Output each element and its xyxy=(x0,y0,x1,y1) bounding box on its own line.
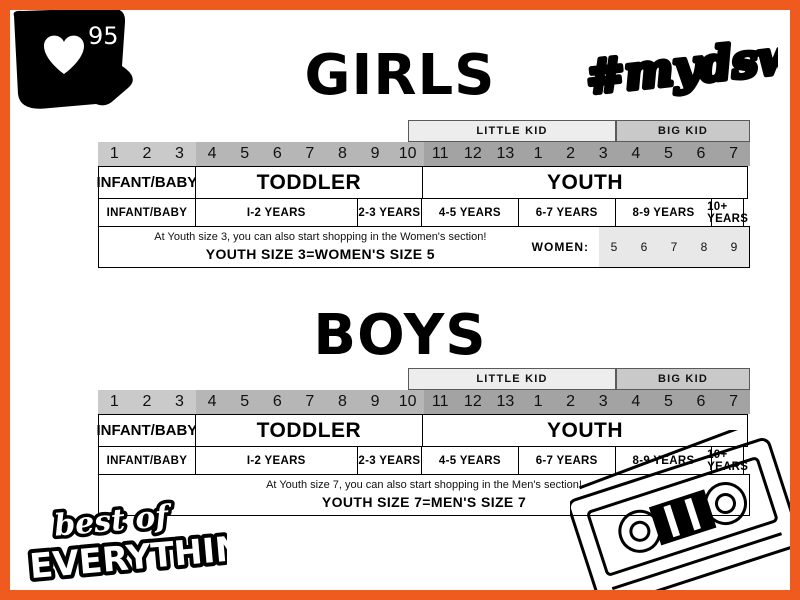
best-of-everything-logo: best of best of EVERYTHING EVERYTHING xyxy=(22,488,277,590)
boys-note-line2: YOUTH SIZE 7=MEN'S SIZE 7 xyxy=(321,493,527,510)
size-cell: 12 xyxy=(456,390,490,414)
size-cell: 3 xyxy=(163,142,196,166)
cassette-tape-icon xyxy=(567,423,790,590)
size-cell: 6 xyxy=(260,390,294,414)
size-cell: 11 xyxy=(423,390,457,414)
size-cell: 2 xyxy=(554,142,587,166)
girls-age-row: INFANT/BABY I-2 YEARS 2-3 YEARS 4-5 YEARS 6-… xyxy=(98,198,750,227)
size-cell: 4 xyxy=(619,390,653,414)
age-cell: INFANT/BABY xyxy=(98,446,196,475)
girls-note-row: At Youth size 3, you can also start shop… xyxy=(98,226,750,268)
infographic-canvas: 95 #mydsw #mydsw GIRLS LITTLE KID BIG KI… xyxy=(10,10,790,590)
size-cell: 5 xyxy=(228,142,261,166)
size-cell: 5 xyxy=(652,142,685,166)
size-cell: 7 xyxy=(717,390,750,414)
size-cell: 7 xyxy=(293,390,327,414)
girls-note-line2: YOUTH SIZE 3=WOMEN'S SIZE 5 xyxy=(205,245,435,262)
size-cell: 4 xyxy=(619,142,653,166)
conversion-size-cell: 9 xyxy=(730,240,738,254)
size-cell: 13 xyxy=(489,390,522,414)
age-cell: I-2 YEARS xyxy=(194,446,358,475)
boys-sizes-row: 1 2 3 4 5 6 7 8 9 10 11 12 13 1 2 3 4 5 6 7 xyxy=(98,390,750,414)
type-cell: YOUTH xyxy=(421,414,748,447)
size-cell: 5 xyxy=(652,390,685,414)
girls-conversion-label: WOMEN: xyxy=(531,240,589,254)
hashtag-icon: #mydsw #mydsw xyxy=(581,26,790,107)
size-cell: 10 xyxy=(391,390,424,414)
conversion-size-cell: 8 xyxy=(700,240,708,254)
age-cell: 10+ YEARS xyxy=(707,198,748,227)
size-cell: 7 xyxy=(293,142,327,166)
age-cell: I-2 YEARS xyxy=(194,198,358,227)
size-cell: 1 xyxy=(98,142,131,166)
size-cell: 2 xyxy=(130,390,164,414)
size-cell: 9 xyxy=(358,390,392,414)
girls-sizes-row: 1 2 3 4 5 6 7 8 9 10 11 12 13 1 2 3 4 5 6 7 xyxy=(98,142,750,166)
size-cell: 1 xyxy=(521,142,555,166)
age-cell: 4-5 YEARS xyxy=(420,446,519,475)
age-cell: 6-7 YEARS xyxy=(517,198,616,227)
size-cell: 6 xyxy=(260,142,294,166)
girls-kid-bands: LITTLE KID BIG KID xyxy=(98,120,750,142)
size-cell: 7 xyxy=(717,142,750,166)
type-cell: INFANT/BABY xyxy=(96,414,197,447)
size-cell: 1 xyxy=(98,390,131,414)
hashtag-mydsw: #mydsw #mydsw xyxy=(578,26,790,107)
boys-big-kid-band: BIG KID xyxy=(616,368,750,390)
girls-size-chart: LITTLE KID BIG KID SIZES 123456789101112… xyxy=(10,120,790,268)
size-cell: 3 xyxy=(163,390,196,414)
size-cell: 2 xyxy=(554,390,587,414)
age-cell: INFANT/BABY xyxy=(98,198,196,227)
size-cell: 13 xyxy=(489,142,522,166)
boys-type-row: INFANT/BABY TODDLER YOUTH xyxy=(96,414,750,447)
size-cell: 8 xyxy=(326,390,359,414)
girls-note-text: At Youth size 3, you can also start shop… xyxy=(99,227,532,267)
conversion-size-cell: 5 xyxy=(610,240,618,254)
girls-conversion-sizes: 5 6 7 8 9 xyxy=(599,227,749,267)
girls-type-row: INFANT/BABY TODDLER YOUTH xyxy=(96,166,750,199)
age-cell: 2-3 YEARS xyxy=(356,198,422,227)
boys-little-kid-band: LITTLE KID xyxy=(408,368,616,390)
age-cell: 8-9 YEARS xyxy=(614,198,713,227)
type-cell: TODDLER xyxy=(194,166,423,199)
age-cell: 2-3 YEARS xyxy=(356,446,422,475)
size-cell: 6 xyxy=(684,390,718,414)
boys-note-line1: At Youth size 7, you can also start shop… xyxy=(266,479,582,492)
size-cell: 6 xyxy=(684,142,718,166)
age-cell: 4-5 YEARS xyxy=(420,198,519,227)
type-cell: INFANT/BABY xyxy=(96,166,197,199)
size-cell: 3 xyxy=(586,142,620,166)
girls-little-kid-band: LITTLE KID xyxy=(408,120,616,142)
size-cell: 4 xyxy=(195,142,229,166)
size-cell: 8 xyxy=(326,142,359,166)
conversion-size-cell: 6 xyxy=(640,240,648,254)
size-cell: 3 xyxy=(586,390,620,414)
girls-note-line1: At Youth size 3, you can also start shop… xyxy=(154,231,487,244)
type-cell: TODDLER xyxy=(194,414,423,447)
conversion-size-cell: 7 xyxy=(670,240,678,254)
size-cell: 2 xyxy=(130,142,164,166)
size-cell: 11 xyxy=(423,142,457,166)
size-cell: 4 xyxy=(195,390,229,414)
boys-headline: BOYS xyxy=(313,303,487,368)
boys-note-text: At Youth size 7, you can also start shop… xyxy=(99,475,749,515)
best-of-everything-icon: best of best of EVERYTHING EVERYTHING xyxy=(24,495,277,590)
size-cell: 9 xyxy=(358,142,392,166)
size-cell: 1 xyxy=(521,390,555,414)
girls-big-kid-band: BIG KID xyxy=(616,120,750,142)
size-cell: 5 xyxy=(228,390,261,414)
type-cell: YOUTH xyxy=(421,166,748,199)
size-cell: 10 xyxy=(391,142,424,166)
badge-number-text: 95 xyxy=(88,22,119,50)
boys-kid-bands: LITTLE KID BIG KID xyxy=(98,368,750,390)
size-cell: 12 xyxy=(456,142,490,166)
girls-headline: GIRLS xyxy=(304,43,496,108)
cassette-illustration xyxy=(567,423,790,590)
